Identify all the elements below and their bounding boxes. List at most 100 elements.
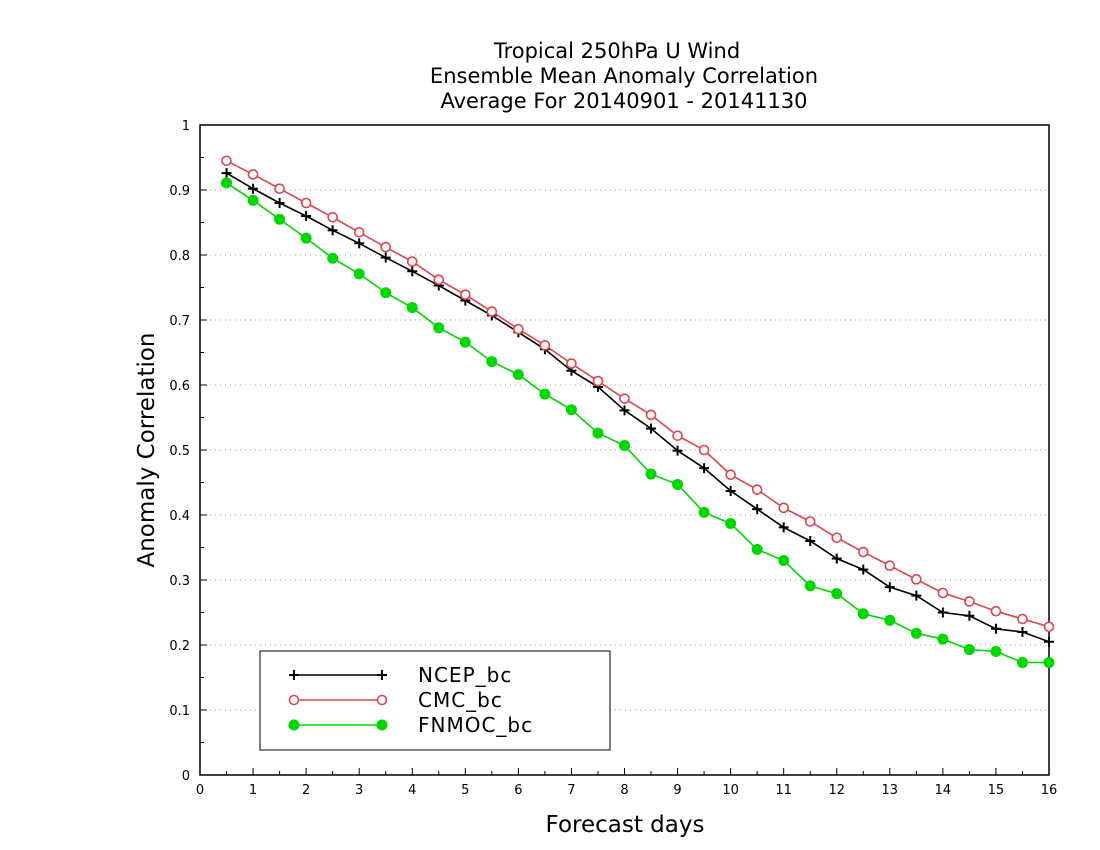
data-point-fnmoc-bc [380, 287, 392, 299]
data-point-fnmoc-bc [725, 517, 737, 529]
data-point-ncep-bc [805, 536, 816, 546]
data-point-cmc-bc [857, 546, 869, 558]
series-line-cmc-bc [226, 160, 1050, 628]
x-tick-label: 4 [408, 783, 416, 798]
data-point-ncep-bc [699, 463, 710, 474]
data-point-ncep-bc [937, 607, 948, 618]
data-point-fnmoc-bc [990, 646, 1002, 657]
data-point-fnmoc-bc [619, 439, 630, 451]
data-point-fnmoc-bc [353, 268, 365, 280]
legend-label-ncep-bc: NCEP_bc [418, 663, 512, 687]
data-point-ncep-bc [964, 610, 975, 621]
legend-marker [288, 719, 300, 731]
data-point-fnmoc-bc [300, 232, 312, 244]
data-point-cmc-bc [433, 274, 445, 286]
x-tick-label: 15 [988, 783, 1005, 798]
y-tick-label: 0.5 [169, 444, 190, 459]
title-line-1: Tropical 250hPa U Wind [493, 39, 740, 63]
data-point-ncep-bc [646, 423, 657, 434]
data-point-cmc-bc [619, 393, 630, 404]
y-tick-label: 1 [182, 119, 190, 134]
data-point-cmc-bc [486, 306, 498, 317]
data-point-ncep-bc [354, 238, 365, 249]
title-line-2: Ensemble Mean Anomaly Correlation [430, 64, 818, 88]
data-point-ncep-bc [619, 405, 630, 416]
data-point-ncep-bc [858, 564, 869, 575]
data-point-cmc-bc [990, 605, 1002, 617]
legend-marker [377, 670, 387, 680]
legend-marker [376, 694, 388, 706]
data-point-cmc-bc [353, 226, 365, 238]
data-point-ncep-bc [274, 198, 285, 208]
x-axis-label: Forecast days [546, 812, 705, 838]
data-point-fnmoc-bc [592, 427, 604, 439]
data-point-fnmoc-bc [910, 627, 922, 639]
data-point-ncep-bc [407, 266, 418, 277]
x-tick-label: 10 [722, 783, 739, 798]
data-point-fnmoc-bc [937, 633, 949, 645]
y-tick-label: 0.9 [169, 184, 190, 199]
series-cmc-bc [221, 155, 1055, 633]
legend-marker [376, 719, 388, 731]
data-point-cmc-bc [964, 596, 975, 607]
data-point-ncep-bc [990, 623, 1001, 634]
legend-entry-ncep-bc: NCEP_bc [289, 663, 512, 687]
y-axis-label: Anomaly Correlation [134, 332, 160, 567]
data-point-cmc-bc [221, 155, 232, 167]
legend-entry-cmc-bc: CMC_bc [288, 688, 503, 712]
data-point-ncep-bc [778, 522, 789, 533]
x-tick-label: 5 [461, 783, 469, 798]
data-point-ncep-bc [301, 211, 312, 221]
data-point-cmc-bc [566, 358, 577, 369]
data-point-fnmoc-bc [645, 468, 657, 480]
series-fnmoc-bc [221, 177, 1055, 669]
y-tick-label: 0.1 [169, 704, 190, 719]
data-point-ncep-bc [911, 590, 922, 601]
x-tick-label: 9 [673, 783, 681, 798]
data-point-ncep-bc [831, 553, 842, 564]
y-tick-label: 0.7 [169, 314, 190, 329]
x-tick-label: 8 [620, 783, 628, 798]
data-point-cmc-bc [592, 375, 604, 387]
data-point-ncep-bc [221, 168, 232, 179]
x-tick-label: 6 [514, 783, 522, 798]
x-tick-label: 11 [775, 783, 792, 798]
y-tick-label: 0.3 [169, 574, 190, 589]
data-point-fnmoc-bc [565, 404, 577, 416]
x-tick-label: 16 [1041, 783, 1058, 798]
data-point-cmc-bc [884, 560, 896, 572]
data-point-fnmoc-bc [831, 588, 843, 600]
y-axis-ticks: 0 0.1 0.2 0.3 0.4 0.5 0.6 0.7 0.8 0.9 1 [169, 119, 207, 784]
x-tick-label: 12 [828, 783, 845, 798]
x-tick-label: 13 [882, 783, 899, 798]
data-point-fnmoc-bc [274, 213, 286, 225]
legend-marker [288, 694, 300, 706]
data-point-ncep-bc [248, 183, 259, 194]
legend-label-cmc-bc: CMC_bc [418, 688, 503, 712]
data-point-fnmoc-bc [459, 336, 471, 348]
data-point-cmc-bc [539, 340, 551, 351]
data-point-fnmoc-bc [433, 322, 445, 334]
data-point-fnmoc-bc [804, 580, 816, 592]
series-lines [221, 155, 1055, 669]
data-point-ncep-bc [380, 252, 391, 263]
data-point-ncep-bc [672, 445, 683, 456]
data-point-fnmoc-bc [1043, 657, 1055, 669]
y-tick-label: 0.6 [169, 379, 190, 394]
y-tick-label: 0 [182, 769, 190, 784]
data-point-fnmoc-bc [698, 506, 710, 518]
data-point-fnmoc-bc [857, 608, 869, 620]
x-tick-label: 3 [355, 783, 363, 798]
data-point-fnmoc-bc [751, 543, 763, 555]
data-point-cmc-bc [698, 444, 710, 456]
x-tick-label: 7 [567, 783, 575, 798]
x-tick-label: 1 [249, 783, 257, 798]
series-line-ncep-bc [226, 172, 1050, 643]
data-point-cmc-bc [1017, 613, 1028, 625]
x-tick-label: 14 [935, 783, 952, 798]
data-point-cmc-bc [300, 197, 312, 209]
data-point-cmc-bc [327, 212, 338, 223]
x-tick-label: 0 [196, 783, 204, 798]
data-point-cmc-bc [751, 484, 763, 495]
